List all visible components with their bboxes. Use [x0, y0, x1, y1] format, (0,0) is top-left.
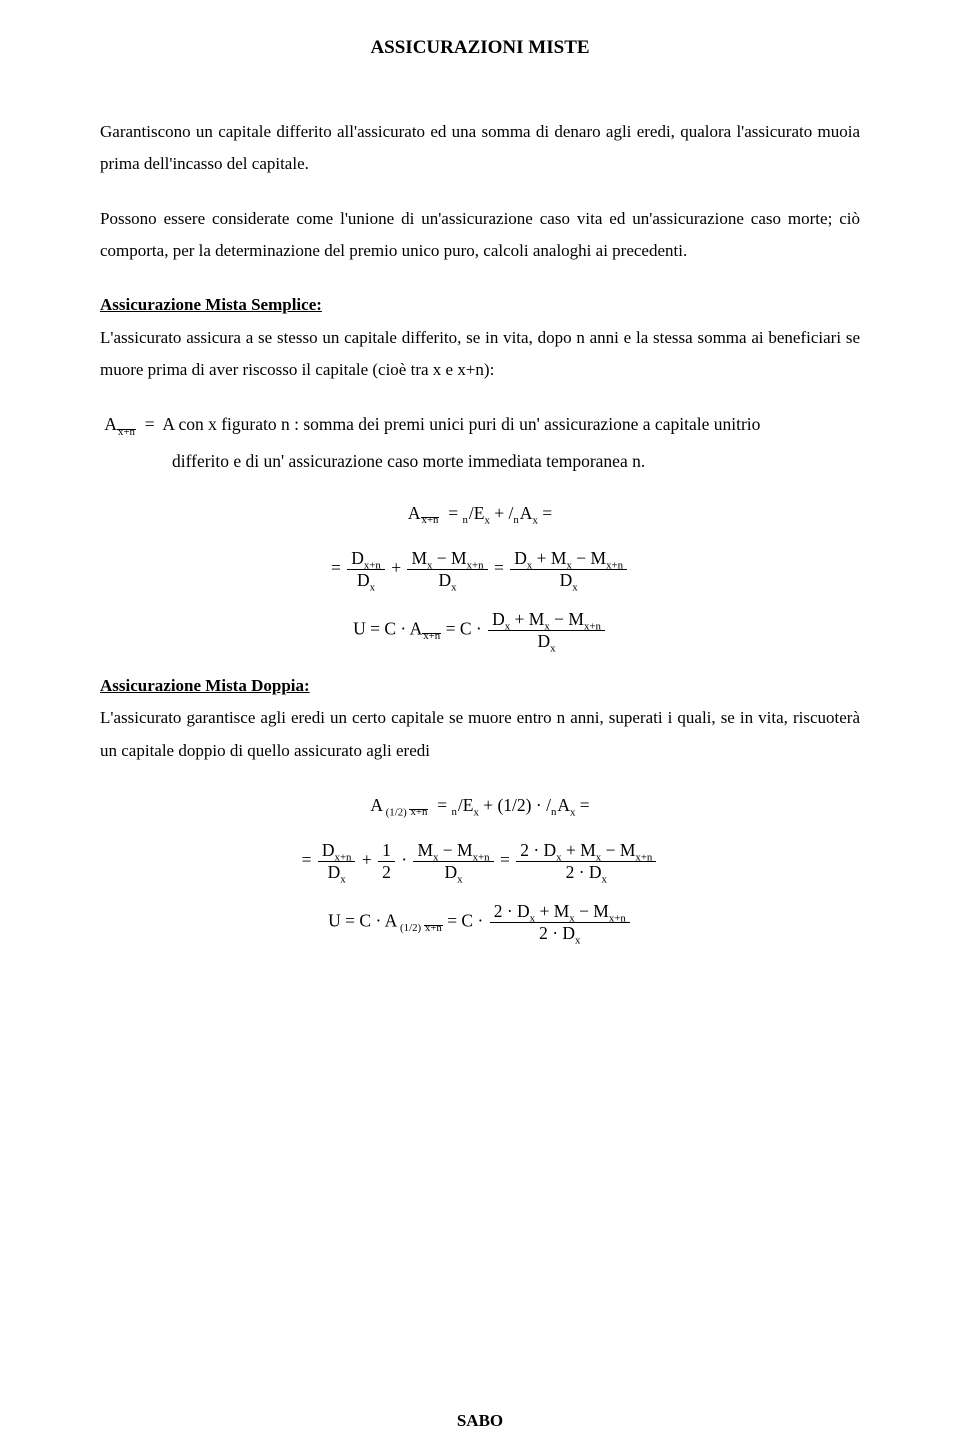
intro-paragraph-1: Garantiscono un capitale differito all'a… — [100, 116, 860, 181]
formula-s1-def1-text: A con x figurato n : somma dei premi uni… — [162, 414, 760, 434]
intro-paragraph-2: Possono essere considerate come l'unione… — [100, 203, 860, 268]
formula-s1-def2: differito e di un' assicurazione caso mo… — [100, 445, 860, 478]
page-footer: SABO — [0, 1405, 960, 1437]
formula-s1-def1: Ax+n = A con x figurato n : somma dei pr… — [100, 408, 860, 441]
section2-heading: Assicurazione Mista Doppia: — [100, 670, 860, 702]
formula-s1-line2: Ax+n = n/Ex + /nAx = — [100, 497, 860, 530]
formula-s1-line4: U = C · Ax+n = C · Dx + Mx − Mx+nDx — [100, 609, 860, 652]
section1-heading: Assicurazione Mista Semplice: — [100, 289, 860, 321]
formula-s1-def2-text: differito e di un' assicurazione caso mo… — [100, 451, 645, 471]
formula-s2-line3: U = C · A (1/2) x+n = C · 2 · Dx + Mx − … — [100, 901, 860, 944]
document-page: ASSICURAZIONI MISTE Garantiscono un capi… — [0, 0, 960, 1451]
formula-s1-line3: = Dx+nDx + Mx − Mx+nDx = Dx + Mx − Mx+nD… — [100, 548, 860, 591]
section1-text: L'assicurato assicura a se stesso un cap… — [100, 322, 860, 387]
formula-s2-line2: = Dx+nDx + 12 · Mx − Mx+nDx = 2 · Dx + M… — [100, 840, 860, 883]
section2-text: L'assicurato garantisce agli eredi un ce… — [100, 702, 860, 767]
formula-s2-line1: A (1/2) x+n = n/Ex + (1/2) · /nAx = — [100, 789, 860, 822]
page-title: ASSICURAZIONI MISTE — [100, 30, 860, 66]
